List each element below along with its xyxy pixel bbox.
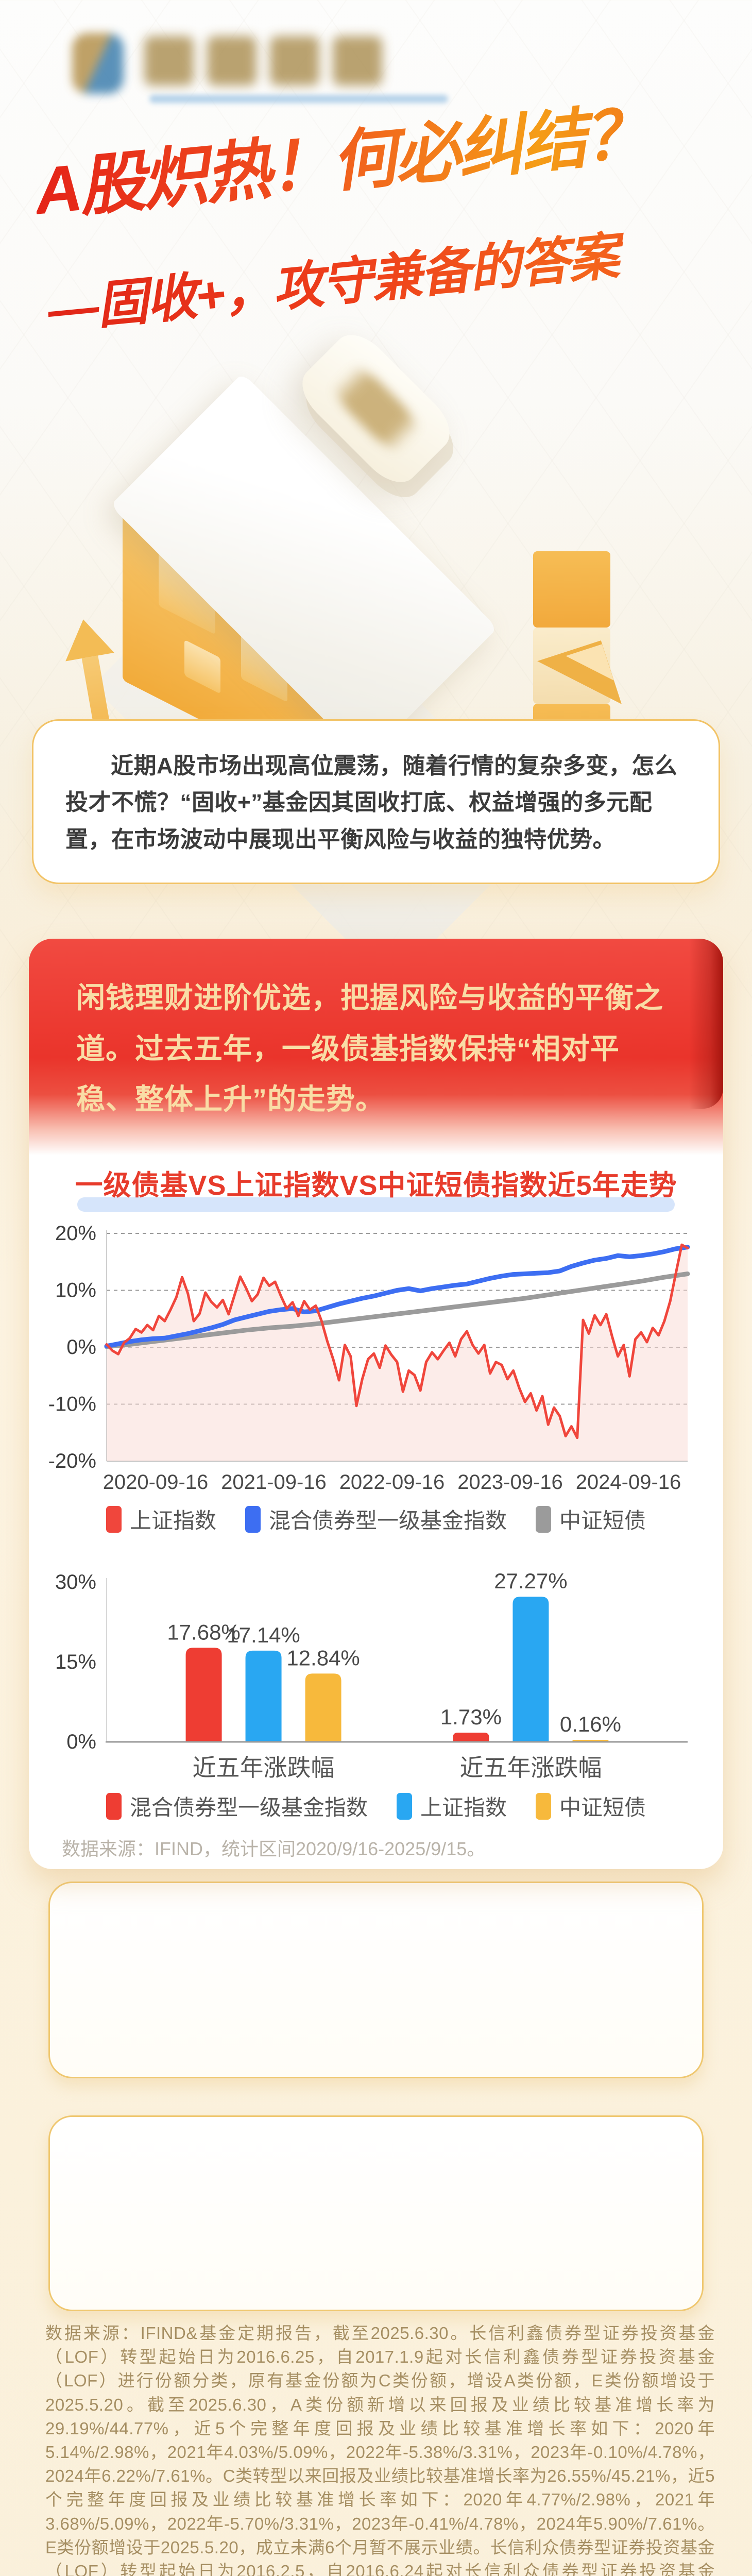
legend-swatch-red [106,1505,122,1533]
svg-text:0%: 0% [66,1336,96,1359]
hero-3d-illustration [0,324,752,985]
svg-text:15%: 15% [55,1651,96,1673]
svg-text:0%: 0% [66,1731,96,1753]
banner-text: 闲钱理财进阶优选，把握风险与收益的平衡之道。过去五年，一级债基指数保持“相对平稳… [76,981,663,1116]
logo-icon [72,33,124,94]
chart-panel: 闲钱理财进阶优选，把握风险与收益的平衡之道。过去五年，一级债基指数保持“相对平稳… [29,939,723,1869]
legend-label: 混合债券型一级基金指数 [268,1509,507,1533]
line-chart: 20% 10% 0% -10% -20% 2020-09-16 2021-09-16 2022… [49,1222,690,1494]
gold-cube [184,639,220,694]
legend-label: 上证指数 [420,1795,507,1820]
legend-swatch-gray [536,1505,551,1533]
legend-swatch-yellow [536,1792,551,1820]
svg-text:-20%: -20% [49,1450,96,1472]
svg-text:27.27%: 27.27% [494,1569,567,1593]
legend-label: 中证短债 [559,1795,646,1820]
title-highlight-bar [77,1197,675,1212]
bar-chart-legend: 混合债券型一级基金指数 上证指数 中证短债 [29,1790,723,1822]
legend-label: 中证短债 [559,1509,646,1533]
data-source-note: 数据来源：IFIND，统计区间2020/9/16-2025/9/15。 [62,1838,486,1859]
legend-item: 上证指数 [106,1503,216,1535]
svg-text:0.16%: 0.16% [560,1712,621,1736]
svg-text:2022-09-16: 2022-09-16 [339,1471,445,1494]
bar-chart: 0% 15% 30% 17.68% 1.73% 17.14% 27.27% 12.84% 0.1… [55,1569,688,1781]
disclaimer-block: 数据来源：IFIND&基金定期报告，截至2025.6.30。长信利鑫债券型证券投… [45,2321,715,2576]
svg-text:-10%: -10% [49,1393,96,1416]
svg-text:2020-09-16: 2020-09-16 [103,1471,209,1494]
svg-text:2021-09-16: 2021-09-16 [221,1471,327,1494]
red-banner: 闲钱理财进阶优选，把握风险与收益的平衡之道。过去五年，一级债基指数保持“相对平稳… [29,939,723,1155]
legend-item: 中证短债 [536,1503,646,1535]
content-placeholder-box-2 [48,2115,704,2311]
logo-underline-swoosh [149,95,448,103]
svg-text:2024-09-16: 2024-09-16 [576,1471,681,1494]
legend-swatch-red [106,1792,122,1820]
chart-title: 一级债基VS上证指数VS中证短债指数近5年走势 [75,1170,677,1201]
legend-item: 中证短债 [536,1790,646,1822]
svg-text:2023-09-16: 2023-09-16 [457,1471,563,1494]
legend-swatch-blue [245,1505,261,1533]
svg-text:20%: 20% [55,1222,96,1245]
content-placeholder-box-1 [48,1882,704,2078]
seal-blurred-mark [335,367,417,450]
disclaimer-paragraph-1: 数据来源：IFIND&基金定期报告，截至2025.6.30。长信利鑫债券型证券投… [45,2324,715,2576]
company-logo [72,29,567,106]
legend-item: 混合债券型一级基金指数 [245,1503,507,1535]
svg-text:12.84%: 12.84% [286,1646,360,1670]
svg-text:近五年涨跌幅: 近五年涨跌幅 [193,1754,335,1781]
svg-text:17.14%: 17.14% [227,1623,300,1647]
svg-text:近五年涨跌幅: 近五年涨跌幅 [459,1754,602,1781]
svg-text:1.73%: 1.73% [440,1705,502,1729]
legend-item: 混合债券型一级基金指数 [106,1790,368,1822]
line-chart-legend: 上证指数 混合债券型一级基金指数 中证短债 [29,1503,723,1535]
legend-label: 上证指数 [129,1509,216,1533]
svg-text:30%: 30% [55,1571,96,1594]
legend-item: 上证指数 [396,1790,507,1822]
chart-title-block: 一级债基VS上证指数VS中证短债指数近5年走势 [29,1162,723,1212]
logo-text-blurred [144,36,382,86]
intro-text: 近期A股市场出现高位震荡，随着行情的复杂多变，怎么投才不慌？“固收+”基金因其固… [65,753,678,852]
legend-label: 混合债券型一级基金指数 [129,1795,368,1820]
svg-text:17.68%: 17.68% [167,1620,240,1644]
headline-line2: —固收+，攻守兼备的答案 [44,204,728,343]
intro-card: 近期A股市场出现高位震荡，随着行情的复杂多变，怎么投才不慌？“固收+”基金因其固… [32,719,720,884]
legend-swatch-blue [396,1792,412,1820]
svg-text:10%: 10% [55,1279,96,1302]
